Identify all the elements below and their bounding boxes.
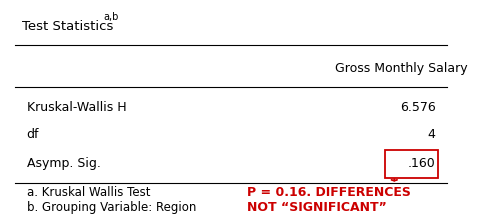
Text: Gross Monthly Salary: Gross Monthly Salary (335, 62, 467, 75)
Text: 4: 4 (428, 128, 435, 141)
Text: a. Kruskal Wallis Test: a. Kruskal Wallis Test (27, 186, 150, 199)
Text: P = 0.16. DIFFERENCES: P = 0.16. DIFFERENCES (247, 186, 411, 199)
Text: b. Grouping Variable: Region: b. Grouping Variable: Region (27, 201, 196, 214)
Text: a,b: a,b (104, 12, 119, 22)
Text: .160: .160 (408, 157, 435, 170)
Text: df: df (27, 128, 39, 141)
Text: Kruskal-Wallis H: Kruskal-Wallis H (27, 101, 126, 114)
Text: Test Statistics: Test Statistics (22, 20, 113, 33)
Text: Asymp. Sig.: Asymp. Sig. (27, 157, 100, 170)
Text: NOT “SIGNIFICANT”: NOT “SIGNIFICANT” (247, 201, 387, 214)
Text: 6.576: 6.576 (400, 101, 435, 114)
